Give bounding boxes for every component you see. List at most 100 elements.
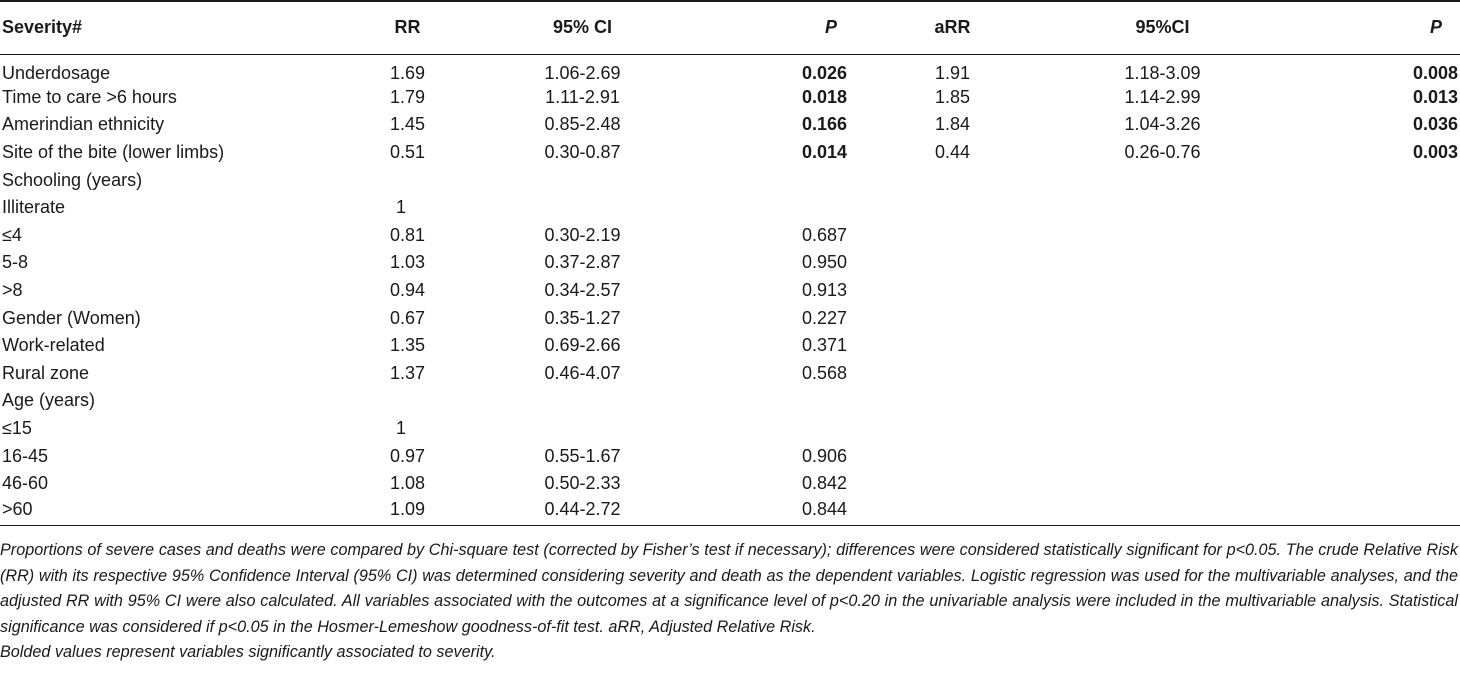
cell-aci	[1050, 332, 1275, 360]
cell-arr	[855, 332, 1050, 360]
table-row: Amerindian ethnicity 1.45 0.85-2.48 0.166 1.…	[0, 111, 1460, 139]
row-label: ≤15	[2, 417, 32, 438]
cell-aci	[1050, 304, 1275, 332]
row-label: Work-related	[2, 335, 105, 356]
table-header: Severity# RR 95% CI P aRR 95%CI P	[0, 0, 1460, 55]
cell-p: 0.842	[801, 473, 847, 494]
cell-aci	[1050, 359, 1275, 387]
cell-ci	[455, 194, 710, 222]
footnote-text: Proportions of severe cases and deaths w…	[0, 541, 1458, 636]
cell-ap	[1275, 249, 1460, 277]
cell-p	[710, 194, 855, 222]
cell-rr	[360, 387, 455, 415]
cell-ci: 0.35-1.27	[544, 307, 621, 328]
cell-ap: 0.013	[1412, 86, 1458, 107]
cell-aci: 1.14-2.99	[1124, 86, 1201, 107]
cell-aci	[1050, 497, 1275, 526]
cell-rr: 1.09	[360, 497, 455, 526]
cell-ci: 1.06-2.69	[544, 62, 621, 83]
table-row: Age (years)	[0, 387, 1460, 415]
cell-p: 0.687	[801, 224, 847, 245]
row-label: Time to care >6 hours	[2, 86, 177, 107]
cell-ci: 1.11-2.91	[545, 86, 620, 107]
cell-p: 0.844	[710, 497, 855, 526]
cell-arr	[855, 221, 1050, 249]
table-row: Gender (Women) 0.67 0.35-1.27 0.227	[0, 304, 1460, 332]
cell-aci	[1050, 249, 1275, 277]
cell-ap	[1275, 442, 1460, 470]
cell-ci: 0.85-2.48	[544, 114, 621, 135]
cell-rr: 1.35	[389, 335, 426, 356]
cell-ap	[1275, 470, 1460, 498]
header-row: Severity# RR 95% CI P aRR 95%CI P	[0, 0, 1460, 55]
row-label: Amerindian ethnicity	[2, 114, 165, 135]
cell-rr: 0.81	[389, 224, 426, 245]
row-label: ≤4	[2, 224, 22, 245]
cell-aci: 1.18-3.09	[1124, 62, 1201, 83]
header-ci: 95% CI	[455, 0, 710, 55]
table-row: Underdosage 1.69 1.06-2.69 0.026 1.91 1.18-3.…	[0, 54, 1460, 84]
table-footnote: Proportions of severe cases and deaths w…	[0, 538, 1458, 666]
cell-aci	[1050, 387, 1275, 415]
cell-arr	[855, 470, 1050, 498]
table-row: >60 1.09 0.44-2.72 0.844	[0, 497, 1460, 526]
cell-rr: 1.69	[389, 62, 426, 83]
cell-rr: 1.08	[389, 473, 426, 494]
cell-rr: 1.79	[389, 86, 426, 107]
cell-p: 0.371	[801, 335, 847, 356]
cell-p	[710, 415, 855, 443]
cell-p: 0.014	[801, 141, 847, 162]
cell-ap: 0.003	[1412, 141, 1458, 162]
row-label: Underdosage	[2, 62, 111, 83]
cell-ci: 0.69-2.66	[544, 335, 621, 356]
cell-ap: 0.036	[1412, 114, 1458, 135]
cell-arr	[855, 249, 1050, 277]
row-label: Gender (Women)	[2, 307, 141, 328]
cell-arr	[855, 415, 1050, 443]
table-row: 46-60 1.08 0.50-2.33 0.842	[0, 470, 1460, 498]
cell-arr	[855, 497, 1050, 526]
cell-aci	[1050, 442, 1275, 470]
cell-p: 0.018	[801, 86, 847, 107]
cell-arr: 1.91	[934, 62, 971, 83]
cell-arr: 1.84	[934, 114, 971, 135]
row-label: Age (years)	[2, 390, 96, 411]
cell-ci: 0.30-2.19	[544, 224, 621, 245]
row-label: 46-60	[2, 473, 49, 494]
header-p: P	[710, 0, 855, 55]
table-row: Rural zone 1.37 0.46-4.07 0.568	[0, 359, 1460, 387]
table-row: ≤4 0.81 0.30-2.19 0.687	[0, 221, 1460, 249]
cell-arr: 1.85	[934, 86, 971, 107]
cell-arr	[855, 166, 1050, 194]
cell-ap	[1275, 277, 1460, 305]
cell-ap	[1275, 221, 1460, 249]
header-rr: RR	[360, 0, 455, 55]
row-label: >8	[2, 279, 23, 300]
cell-p	[710, 387, 855, 415]
table-row: ≤15 1	[0, 415, 1460, 443]
cell-rr: 1	[396, 197, 407, 218]
cell-ap	[1275, 497, 1460, 526]
cell-arr	[855, 359, 1050, 387]
footnote-bold-note: Bolded values represent variables signif…	[0, 643, 496, 661]
cell-ci: 0.46-4.07	[544, 362, 621, 383]
cell-rr: 1.37	[389, 362, 426, 383]
cell-ap	[1275, 166, 1460, 194]
cell-aci	[1050, 194, 1275, 222]
row-label: Rural zone	[2, 362, 90, 383]
cell-rr: 0.67	[389, 307, 426, 328]
row-label: >60	[0, 497, 360, 526]
cell-aci	[1050, 221, 1275, 249]
cell-p: 0.568	[801, 362, 847, 383]
cell-arr: 0.44	[934, 141, 971, 162]
header-arr: aRR	[855, 0, 1050, 55]
cell-ci	[455, 387, 710, 415]
cell-ap	[1275, 304, 1460, 332]
cell-ci: 0.30-0.87	[544, 141, 621, 162]
cell-ap	[1275, 387, 1460, 415]
cell-p	[710, 166, 855, 194]
cell-arr	[855, 387, 1050, 415]
cell-p: 0.906	[801, 445, 847, 466]
cell-arr	[855, 304, 1050, 332]
